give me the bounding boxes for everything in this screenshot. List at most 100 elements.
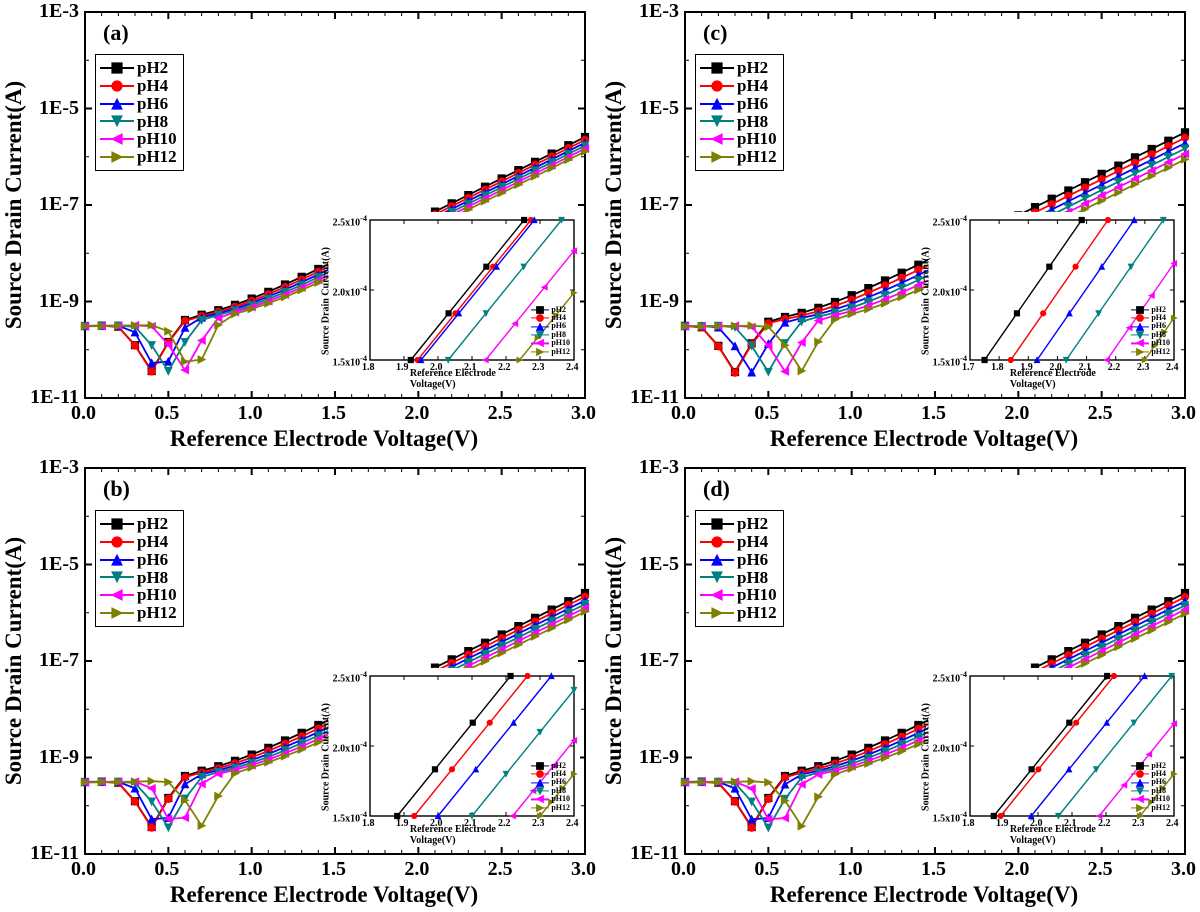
inset-c: Source Drain Current(A)Reference Electro… [928, 212, 1180, 390]
inset-xtick: 2.0 [430, 362, 443, 373]
legend: pH2pH4pH6pH8pH10pH12 [95, 510, 184, 627]
inset-xtick: 2.4 [566, 362, 579, 373]
inset-xtick: 1.8 [991, 362, 1004, 373]
legend-label: pH12 [737, 148, 777, 166]
inset-legend-label: pH12 [551, 348, 570, 356]
xtick-label: 2.0 [1004, 402, 1029, 425]
legend-item-pH4: pH4 [100, 533, 177, 551]
inset-xtick: 1.9 [996, 818, 1009, 829]
xlabel: Reference Electrode Voltage(V) [770, 426, 1078, 452]
xtick-label: 1.5 [321, 402, 346, 425]
legend-label: pH6 [737, 551, 768, 569]
legend-item-pH6: pH6 [100, 95, 177, 113]
inset-ytick: 2.0x10-4 [933, 284, 967, 298]
panel-tag-a: (a) [103, 20, 129, 46]
xtick-label: 2.5 [1088, 402, 1113, 425]
legend-label: pH10 [137, 130, 177, 148]
ytick-label: 1E-11 [30, 842, 79, 865]
ytick-label: 1E-11 [30, 386, 79, 409]
inset-xtick: 2.3 [1137, 362, 1150, 373]
inset-xtick: 1.8 [962, 818, 975, 829]
xtick-label: 1.0 [238, 858, 263, 881]
legend-label: pH6 [137, 95, 168, 113]
inset-legend-label: pH12 [1151, 804, 1170, 812]
inset-ylabel: Source Drain Current(A) [921, 703, 932, 811]
legend-label: pH10 [737, 586, 777, 604]
figure-grid: (a)Source Drain Current(A)Reference Elec… [0, 0, 1200, 912]
ytick-label: 1E-5 [639, 553, 679, 576]
inset-xtick: 2.3 [1132, 818, 1145, 829]
legend-label: pH12 [737, 604, 777, 622]
inset-xtick: 2.3 [532, 362, 545, 373]
legend-item-pH4: pH4 [700, 533, 777, 551]
ytick-label: 1E-3 [639, 0, 679, 23]
legend-item-pH2: pH2 [100, 59, 177, 77]
inset-ytick: 2.0x10-4 [333, 284, 367, 298]
inset-xtick: 2.3 [532, 818, 545, 829]
legend: pH2pH4pH6pH8pH10pH12 [95, 54, 184, 171]
xtick-label: 2.5 [488, 402, 513, 425]
xtick-label: 2.5 [488, 858, 513, 881]
inset-legend-label: pH12 [551, 804, 570, 812]
ytick-label: 1E-5 [39, 97, 79, 120]
xtick-label: 2.0 [404, 858, 429, 881]
legend-item-pH8: pH8 [700, 569, 777, 587]
inset-a: Source Drain Current(A)Reference Electro… [328, 212, 580, 390]
inset-xtick: 2.0 [1049, 362, 1062, 373]
inset-ylabel: Source Drain Current(A) [321, 247, 332, 355]
inset-ytick: 2.5x10-4 [333, 214, 367, 228]
legend-item-pH12: pH12 [700, 604, 777, 622]
legend-item-pH4: pH4 [100, 77, 177, 95]
legend-item-pH8: pH8 [100, 113, 177, 131]
legend-item-pH8: pH8 [100, 569, 177, 587]
xtick-label: 1.5 [921, 858, 946, 881]
legend-item-pH2: pH2 [700, 59, 777, 77]
legend-label: pH6 [737, 95, 768, 113]
legend-label: pH8 [737, 113, 768, 131]
inset-ytick: 2.0x10-4 [333, 740, 367, 754]
inset-xtick: 2.2 [1108, 362, 1121, 373]
legend-item-pH12: pH12 [700, 148, 777, 166]
xtick-label: 0.5 [754, 402, 779, 425]
inset-xtick: 1.9 [1020, 362, 1033, 373]
panel-c: (c)Source Drain Current(A)Reference Elec… [600, 0, 1200, 456]
inset-legend: pH2pH4pH6pH8pH10pH12 [1131, 762, 1170, 812]
legend-item-pH2: pH2 [700, 515, 777, 533]
legend-item-pH10: pH10 [100, 586, 177, 604]
legend-label: pH8 [137, 569, 168, 587]
ytick-label: 1E-3 [639, 456, 679, 479]
panel-a: (a) Source Drain Current(A)Reference Elec… [0, 0, 600, 456]
panel-d: (d) Source Drain Current(A)Reference Elec… [600, 456, 1200, 912]
ytick-label: 1E-9 [39, 746, 79, 769]
legend-label: pH8 [137, 113, 168, 131]
inset-xtick: 1.9 [396, 818, 409, 829]
inset-ylabel: Source Drain Current(A) [321, 703, 332, 811]
panel-tag-d: (d) [703, 476, 730, 502]
ytick-label: 1E-3 [39, 0, 79, 23]
legend-item-pH6: pH6 [100, 551, 177, 569]
inset-legend-label: pH12 [1151, 348, 1170, 356]
inset-xtick: 1.9 [396, 362, 409, 373]
legend-label: pH4 [737, 77, 768, 95]
inset-ytick: 2.0x10-4 [933, 740, 967, 754]
legend-label: pH12 [137, 604, 177, 622]
legend-label: pH4 [137, 533, 168, 551]
ytick-label: 1E-7 [639, 649, 679, 672]
inset-xtick: 1.8 [362, 362, 375, 373]
xtick-label: 0.5 [754, 858, 779, 881]
ytick-label: 1E-5 [639, 97, 679, 120]
inset-legend: pH2pH4pH6pH8pH10pH12 [531, 306, 570, 356]
legend-item-pH6: pH6 [700, 95, 777, 113]
xtick-label: 1.0 [838, 402, 863, 425]
xtick-label: 3.0 [571, 858, 596, 881]
legend-item-pH10: pH10 [700, 130, 777, 148]
xtick-label: 3.0 [571, 402, 596, 425]
legend-label: pH8 [737, 569, 768, 587]
inset-ytick: 2.5x10-4 [333, 670, 367, 684]
inset-ylabel: Source Drain Current(A) [921, 247, 932, 355]
inset-xtick: 2.1 [1079, 362, 1092, 373]
inset-xtick: 2.0 [430, 818, 443, 829]
legend-item-pH10: pH10 [700, 586, 777, 604]
inset-d: Source Drain Current(A)Reference Electro… [928, 668, 1180, 846]
legend-label: pH4 [137, 77, 168, 95]
